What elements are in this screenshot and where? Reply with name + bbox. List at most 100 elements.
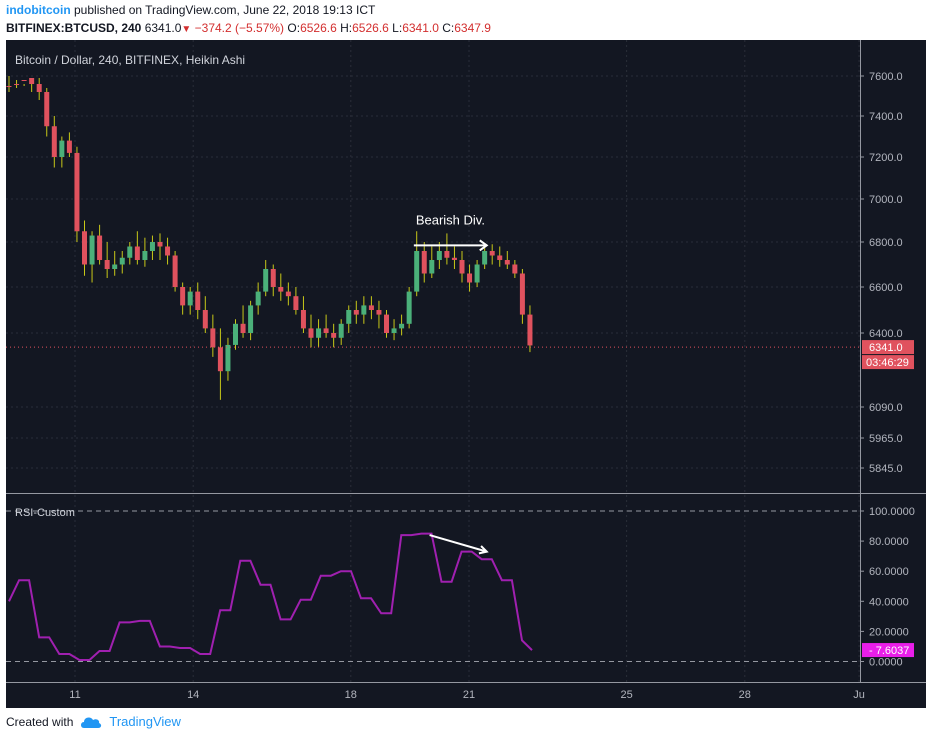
price-axis-label: 6090.0 <box>869 402 903 414</box>
candle-body <box>285 291 291 297</box>
candle-body <box>368 305 374 310</box>
footer: Created with TradingView <box>6 714 181 729</box>
candle-body <box>263 269 269 292</box>
candle-body <box>489 251 495 256</box>
candle-body <box>59 140 65 157</box>
candle-body <box>97 235 103 260</box>
price-axis-label: 5845.0 <box>869 463 903 475</box>
candle-body <box>134 246 140 260</box>
candle-body <box>51 126 57 157</box>
countdown-badge <box>862 355 914 370</box>
rsi-title: RSI-Custom <box>15 507 75 519</box>
rsi-axis-label: 40.0000 <box>869 596 909 608</box>
candle-body <box>527 314 533 346</box>
price-axis-label: 7000.0 <box>869 194 903 206</box>
candle-body <box>293 296 299 310</box>
candle-body <box>512 264 518 274</box>
candle-body <box>429 260 435 274</box>
candle-body <box>248 305 254 333</box>
rsi-axis-label: 100.0000 <box>869 506 915 518</box>
candle-body <box>519 273 525 315</box>
candle-body <box>376 310 382 315</box>
rsi-annotation-arrow-line <box>429 534 488 553</box>
symbol-label: BITFINEX:BTCUSD, 240 <box>6 21 142 35</box>
chart-canvas[interactable]: 7600.0 7400.0 7200.0 7000.0 6800.0 6600.0 6400… <box>6 40 926 708</box>
candle-body <box>187 291 193 306</box>
candle-body <box>233 323 238 345</box>
annotation-arrow-head <box>479 239 489 252</box>
time-axis-label: 21 <box>463 689 475 701</box>
candle-body <box>399 323 405 329</box>
candle-body <box>240 323 246 333</box>
candle-body <box>414 251 420 292</box>
candle-body <box>119 257 125 265</box>
candle-body <box>323 328 329 333</box>
last-price: 6341.0 <box>144 21 182 35</box>
candle-body <box>421 251 427 274</box>
open-label: O: <box>287 21 301 35</box>
rsi-axis-label: 0.0000 <box>869 657 903 669</box>
candle-body <box>180 287 186 306</box>
candle-body <box>225 344 231 372</box>
chart-title: Bitcoin / Dollar, 240, BITFINEX, Heikin … <box>15 53 245 67</box>
candle-body <box>29 78 35 84</box>
candle-body <box>21 80 27 81</box>
last-price-badge-label: 6341.0 <box>869 342 903 354</box>
candle-body <box>474 264 480 283</box>
candle-body <box>436 251 442 260</box>
candle-body <box>74 152 80 232</box>
candle-body <box>316 328 322 338</box>
candle-body <box>255 291 261 306</box>
candle-body <box>497 255 503 260</box>
published-text: published on TradingView.com, June 22, 2… <box>74 3 376 17</box>
candle-body <box>149 242 155 251</box>
low-value: 6341.0 <box>402 21 439 35</box>
candle-body <box>504 260 510 265</box>
candle-body <box>353 310 359 315</box>
candle-body <box>44 92 50 127</box>
candle-body <box>361 305 367 315</box>
candle-body <box>467 273 473 283</box>
candle-body <box>36 84 42 92</box>
candle-body <box>210 328 216 348</box>
price-axis-label: 6400.0 <box>869 328 903 340</box>
candle-body <box>127 246 133 258</box>
time-axis-label: 11 <box>69 689 80 701</box>
candle-body <box>459 260 465 274</box>
high-label: H: <box>340 21 353 35</box>
author-link[interactable]: indobitcoin <box>6 3 71 17</box>
rsi-annotation-arrow-head <box>478 545 489 555</box>
candle-body <box>278 287 284 292</box>
candle-body <box>112 264 118 269</box>
price-axis-label: 6600.0 <box>869 282 903 294</box>
tradingview-brand[interactable]: TradingView <box>109 714 181 729</box>
candle-body <box>157 242 163 247</box>
candle-body <box>391 328 397 333</box>
candle-body <box>384 314 389 333</box>
candle-body <box>6 86 12 87</box>
candle-body <box>444 251 450 258</box>
time-axis-label: 14 <box>187 689 199 701</box>
candle-body <box>195 291 201 310</box>
rsi-axis-label: 20.0000 <box>869 626 909 638</box>
candle-body <box>308 328 314 338</box>
time-axis-label: 28 <box>739 689 751 701</box>
low-label: L: <box>392 21 403 35</box>
rsi-value-badge <box>862 643 914 658</box>
change-value: −374.2 (−5.57%) <box>194 21 285 35</box>
candle-body <box>346 310 352 324</box>
chart-background <box>6 40 926 708</box>
countdown-badge-label: 03:46:29 <box>866 357 909 369</box>
candle-body <box>270 269 276 287</box>
open-value: 6526.6 <box>300 21 337 35</box>
price-axis-label: 7600.0 <box>869 71 903 83</box>
candle-body <box>331 333 337 338</box>
price-axis-label: 7400.0 <box>869 111 903 123</box>
time-axis-label: 25 <box>620 689 632 701</box>
candle-body <box>66 140 72 153</box>
candle-body <box>406 291 412 324</box>
ohlc-line: BITFINEX:BTCUSD, 240 6341.0▼ −374.2 (−5.… <box>6 21 491 35</box>
tradingview-cloud-icon <box>81 717 102 728</box>
close-value: 6347.9 <box>454 21 491 35</box>
candle-body <box>172 255 178 287</box>
